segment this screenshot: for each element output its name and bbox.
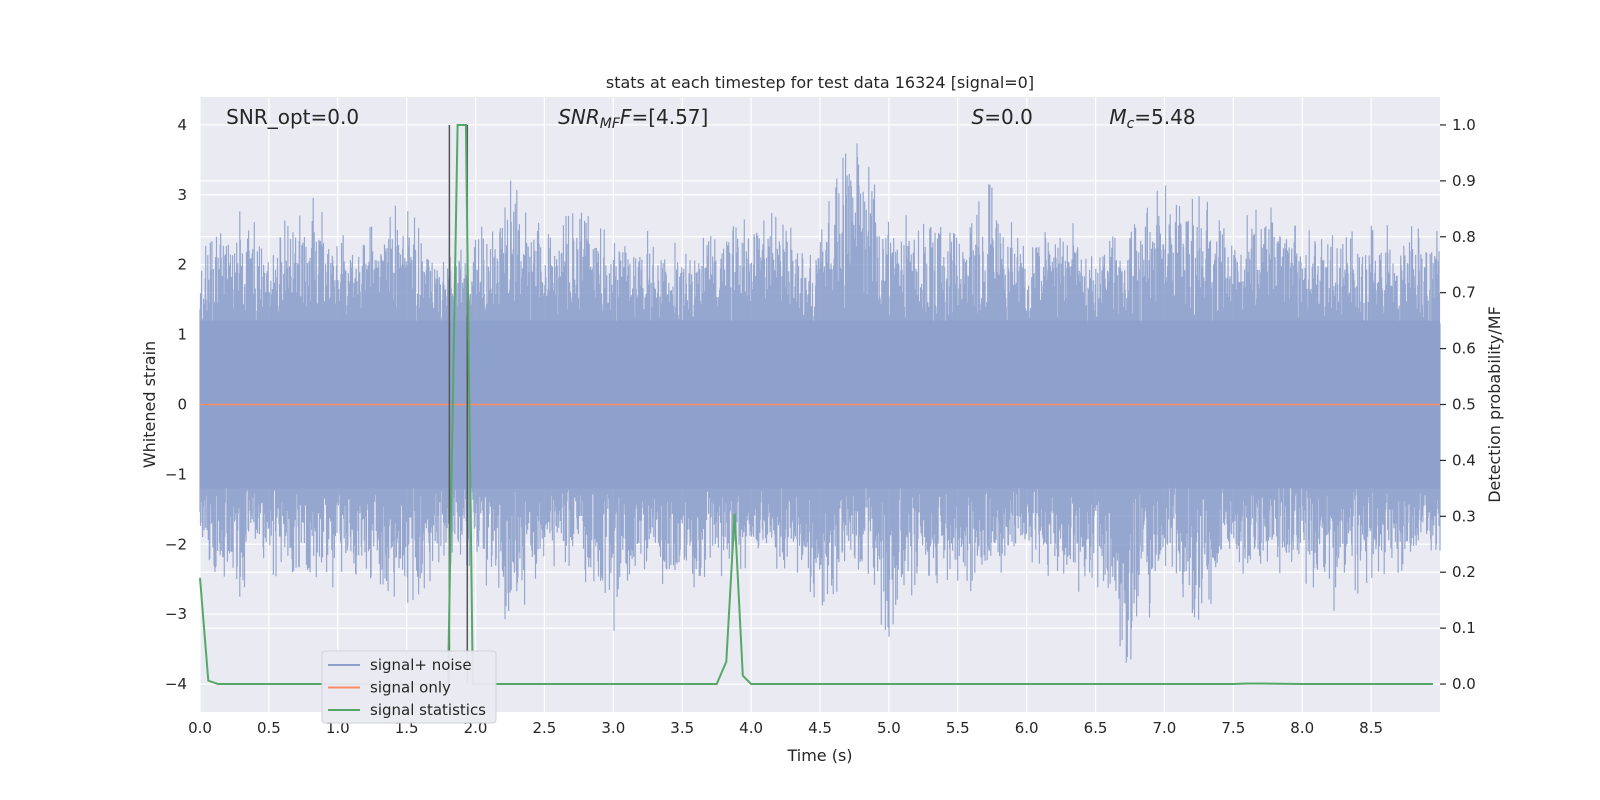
x-tick-label: 5.5 bbox=[946, 719, 970, 737]
x-tick-label: 7.5 bbox=[1221, 719, 1245, 737]
mc-value: =5.48 bbox=[1134, 105, 1195, 129]
x-axis-label: Time (s) bbox=[786, 746, 852, 765]
y-right-axis-label: Detection probability/MF bbox=[1485, 306, 1504, 503]
plot-area bbox=[199, 97, 1441, 712]
x-tick-label: 6.0 bbox=[1015, 719, 1039, 737]
snr-opt-annotation: SNR_opt=0.0 bbox=[226, 105, 359, 129]
y-left-tick-label: −2 bbox=[165, 535, 187, 553]
y-left-tick-label: −3 bbox=[165, 605, 187, 623]
mc-sub: c bbox=[1127, 116, 1135, 132]
y-right-tick-label: 0.9 bbox=[1452, 172, 1476, 190]
s-value: =0.0 bbox=[984, 105, 1033, 129]
x-tick-label: 6.5 bbox=[1084, 719, 1108, 737]
y-right-axis-ticks: 1.0 0.9 0.8 0.7 0.6 0.5 0.4 0.3 0.2 0.1 0.0 bbox=[1440, 116, 1476, 693]
y-left-tick-label: 4 bbox=[177, 116, 187, 134]
x-tick-label: 5.0 bbox=[877, 719, 901, 737]
snr-mf-f: F bbox=[620, 105, 632, 129]
annotations: SNR_opt=0.0 SNRMFF=[4.57] S=0.0 Mc=5.48 bbox=[226, 105, 1195, 132]
s-annotation: S=0.0 bbox=[972, 105, 1033, 129]
legend: signal+ noise signal only signal statistic… bbox=[321, 650, 497, 724]
x-tick-label: 3.5 bbox=[670, 719, 694, 737]
y-right-tick-label: 0.2 bbox=[1452, 563, 1476, 581]
y-right-tick-label: 0.3 bbox=[1452, 507, 1476, 525]
y-right-tick-label: 0.4 bbox=[1452, 451, 1476, 469]
x-tick-label: 0.5 bbox=[257, 719, 281, 737]
y-right-tick-label: 0.8 bbox=[1452, 228, 1476, 246]
legend-box bbox=[321, 650, 497, 724]
y-right-tick-label: 0.1 bbox=[1452, 619, 1476, 637]
y-left-tick-label: 1 bbox=[177, 326, 187, 344]
y-right-tick-label: 0.7 bbox=[1452, 284, 1476, 302]
x-tick-label: 4.0 bbox=[739, 719, 763, 737]
x-tick-label: 0.0 bbox=[188, 719, 212, 737]
legend-entry: signal statistics bbox=[370, 701, 486, 719]
x-tick-label: 4.5 bbox=[808, 719, 832, 737]
chart-title: stats at each timestep for test data 163… bbox=[606, 73, 1034, 92]
y-left-tick-label: −1 bbox=[165, 465, 187, 483]
y-right-tick-label: 0.5 bbox=[1452, 396, 1476, 414]
s-label: S bbox=[972, 105, 985, 129]
legend-entry: signal only bbox=[370, 679, 451, 697]
x-tick-label: 7.0 bbox=[1153, 719, 1177, 737]
snr-mf-main: SNR bbox=[558, 105, 600, 129]
y-left-tick-label: 0 bbox=[177, 396, 187, 414]
y-left-tick-label: 2 bbox=[177, 256, 187, 274]
y-right-tick-label: 1.0 bbox=[1452, 116, 1476, 134]
x-tick-label: 3.0 bbox=[601, 719, 625, 737]
snr-mf-annotation: SNRMFF=[4.57] bbox=[558, 105, 708, 132]
y-left-axis-ticks: 4 3 2 1 0 −1 −2 −3 −4 bbox=[165, 116, 187, 693]
y-right-tick-label: 0.6 bbox=[1452, 340, 1476, 358]
snr-mf-sub: MF bbox=[600, 116, 621, 132]
y-left-tick-label: 3 bbox=[177, 186, 187, 204]
x-tick-label: 8.0 bbox=[1290, 719, 1314, 737]
x-tick-label: 8.5 bbox=[1359, 719, 1383, 737]
snr-mf-value: =[4.57] bbox=[631, 105, 708, 129]
x-tick-label: 2.5 bbox=[533, 719, 557, 737]
legend-entry: signal+ noise bbox=[370, 656, 472, 674]
y-right-tick-label: 0.0 bbox=[1452, 675, 1476, 693]
y-left-axis-label: Whitened strain bbox=[140, 341, 159, 468]
y-left-tick-label: −4 bbox=[165, 675, 187, 693]
mc-annotation: Mc=5.48 bbox=[1109, 105, 1195, 132]
mc-main: M bbox=[1109, 105, 1126, 129]
